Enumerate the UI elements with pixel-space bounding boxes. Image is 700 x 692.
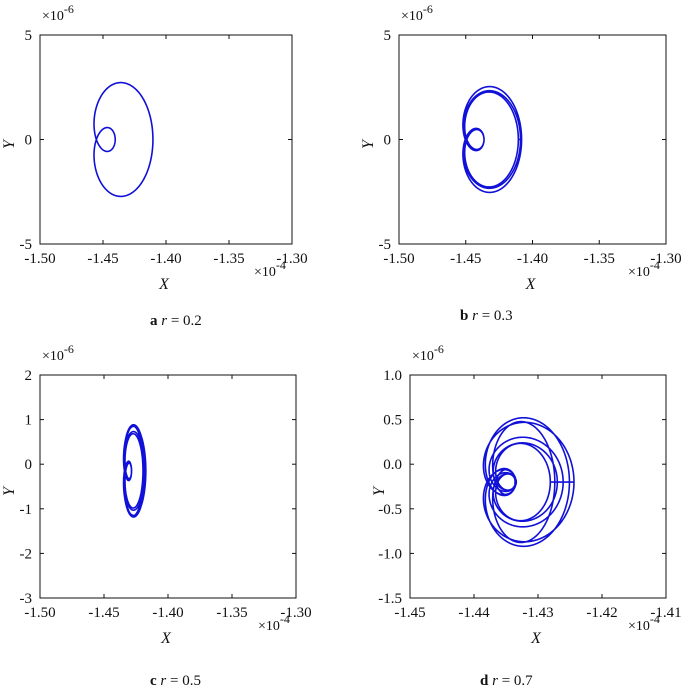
x-scale-factor: ×10-4 (254, 258, 286, 280)
y-axis-label: Y (371, 485, 388, 496)
x-tick-label: -1.50 (24, 251, 55, 267)
trajectory-line (122, 423, 147, 518)
trajectory-line (482, 416, 575, 548)
y-scale-factor: ×10-6 (401, 2, 433, 24)
x-tick-label: -1.35 (216, 605, 247, 621)
y-tick-label: 1 (25, 413, 33, 429)
y-tick-label: 0 (25, 133, 33, 149)
x-tick-label: -1.50 (24, 605, 55, 621)
x-tick-label: -1.50 (383, 251, 414, 267)
plot-frame (409, 374, 667, 599)
x-axis-label: X (160, 630, 172, 647)
x-tick-label: -1.41 (650, 605, 681, 621)
x-tick-label: -1.35 (584, 251, 615, 267)
x-tick-label: -1.45 (394, 605, 425, 621)
y-tick-label: -3 (20, 591, 33, 607)
panel-caption: d r = 0.7 (480, 673, 533, 689)
x-tick-label: -1.44 (458, 605, 490, 621)
trajectory-line (462, 85, 523, 194)
y-scale-factor: ×10-6 (42, 342, 74, 364)
y-tick-label: 0.5 (383, 413, 402, 429)
x-scale-factor: ×10-4 (628, 612, 660, 634)
y-tick-label: -0.5 (378, 502, 402, 518)
y-axis-label: Y (360, 138, 377, 149)
x-tick-label: -1.30 (276, 251, 307, 267)
panel-caption: b r = 0.3 (460, 308, 513, 324)
x-tick-label: -1.45 (88, 605, 119, 621)
x-tick-label: -1.43 (522, 605, 553, 621)
y-tick-label: 0.0 (383, 457, 402, 473)
panel-c: -1.50 -1.45 -1.40 -1.35 -1.30 -3 -2 -1 0 1 2 X Y ×10-… (1, 342, 312, 689)
panel-caption: a r = 0.2 (150, 313, 202, 329)
y-tick-label: 0 (384, 133, 392, 149)
panel-caption: c r = 0.5 (150, 673, 201, 689)
x-tick-label: -1.40 (150, 251, 181, 267)
y-tick-label: -1.0 (378, 546, 402, 562)
x-tick-label: -1.35 (213, 251, 244, 267)
x-tick-label: -1.45 (87, 251, 118, 267)
y-tick-label: -1.5 (378, 591, 402, 607)
y-tick-label: -2 (20, 546, 33, 562)
y-axis-label: Y (1, 485, 18, 496)
plot-frame (39, 34, 293, 245)
plot-frame (39, 374, 297, 599)
panel-b: -1.50 -1.45 -1.40 -1.35 -1.30 -5 0 5 X Y ×10-6 ×10-… (360, 2, 682, 324)
x-axis-label: X (158, 276, 170, 293)
y-tick-label: 0 (25, 457, 33, 473)
y-tick-label: -1 (20, 502, 33, 518)
x-tick-label: -1.45 (450, 251, 481, 267)
plot-frame (398, 34, 667, 245)
x-tick-label: -1.30 (280, 605, 311, 621)
x-scale-factor: ×10-4 (258, 612, 290, 634)
y-axis-label: Y (1, 138, 18, 149)
y-tick-label: 5 (25, 28, 33, 44)
y-scale-factor: ×10-6 (42, 2, 74, 24)
y-tick-label: 5 (384, 28, 392, 44)
x-tick-label: -1.40 (152, 605, 183, 621)
panel-a: -1.50 -1.45 -1.40 -1.35 -1.30 -5 0 5 X Y ×10-6 ×10-… (1, 2, 308, 329)
y-scale-factor: ×10-6 (412, 342, 444, 364)
x-axis-label: X (525, 276, 537, 293)
x-tick-label: -1.40 (517, 251, 548, 267)
x-scale-factor: ×10-4 (628, 258, 660, 280)
y-tick-label: 1.0 (383, 368, 402, 384)
y-tick-label: -5 (379, 237, 392, 253)
x-axis-label: X (530, 630, 542, 647)
x-tick-label: -1.30 (650, 251, 681, 267)
trajectory-line (93, 81, 154, 198)
y-tick-label: 2 (25, 368, 33, 384)
y-tick-label: -5 (20, 237, 33, 253)
panel-d: -1.45 -1.44 -1.43 -1.42 -1.41 -1.5 -1.0 -0.5 0.0… (371, 342, 682, 689)
x-tick-label: -1.42 (586, 605, 617, 621)
